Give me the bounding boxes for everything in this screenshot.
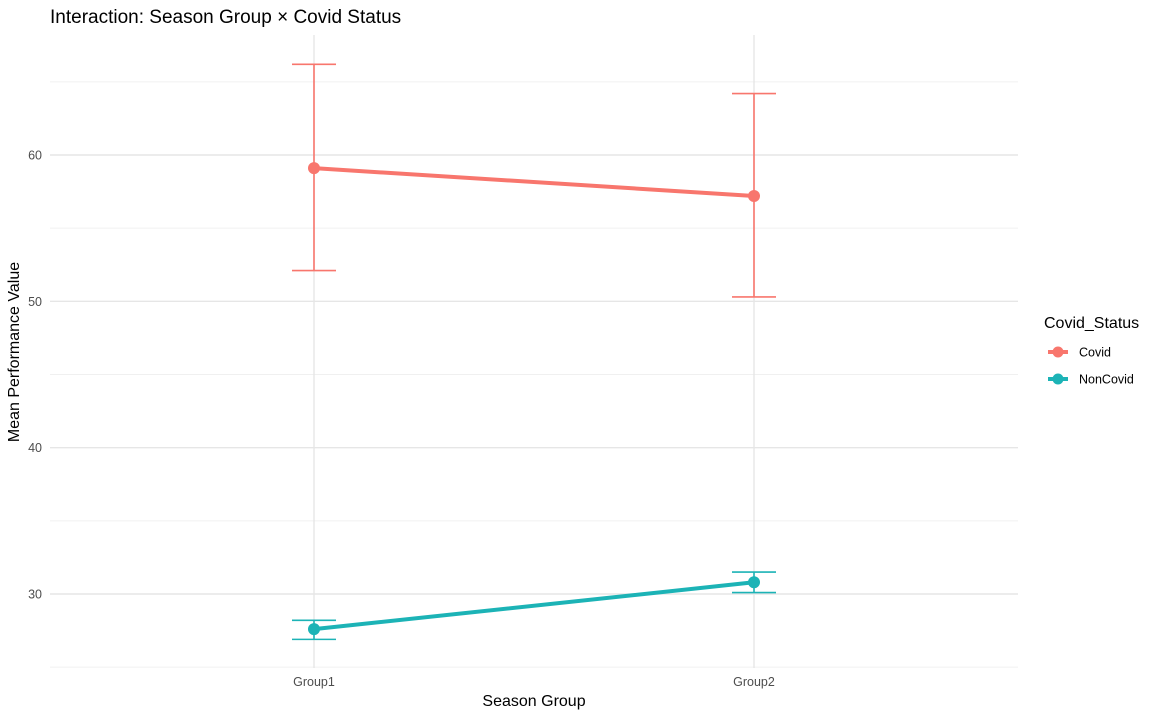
grid (50, 35, 1018, 668)
x-tick-label: Group2 (733, 675, 775, 689)
series-covid (292, 63, 776, 298)
x-tick-label: Group1 (293, 675, 335, 689)
y-tick-label: 30 (28, 588, 42, 602)
legend-item-covid: Covid (1048, 346, 1111, 360)
y-axis-ticks: 30 40 50 60 (28, 149, 42, 602)
y-tick-label: 60 (28, 149, 42, 163)
data-point (748, 576, 760, 589)
data-point (308, 623, 320, 636)
y-axis-title: Mean Performance Value (6, 262, 23, 442)
series-line (312, 166, 756, 198)
x-axis-ticks: Group1 Group2 (293, 675, 775, 689)
series-line (312, 580, 756, 632)
data-point (748, 189, 760, 202)
legend: Covid_Status Covid NonCovid (1044, 315, 1139, 387)
series-noncovid (292, 571, 776, 641)
y-tick-label: 40 (28, 441, 42, 455)
legend-key-point (1052, 373, 1064, 385)
legend-key-point (1052, 346, 1064, 358)
legend-item-noncovid: NonCovid (1048, 373, 1134, 387)
legend-items: Covid NonCovid (1048, 346, 1134, 387)
series-layer (292, 63, 776, 641)
data-point (308, 162, 320, 175)
y-tick-label: 50 (28, 295, 42, 309)
legend-title: Covid_Status (1044, 315, 1139, 332)
x-axis-title: Season Group (482, 693, 585, 710)
legend-label: Covid (1079, 346, 1111, 360)
chart-title: Interaction: Season Group × Covid Status (50, 7, 401, 28)
legend-label: NonCovid (1079, 373, 1134, 387)
